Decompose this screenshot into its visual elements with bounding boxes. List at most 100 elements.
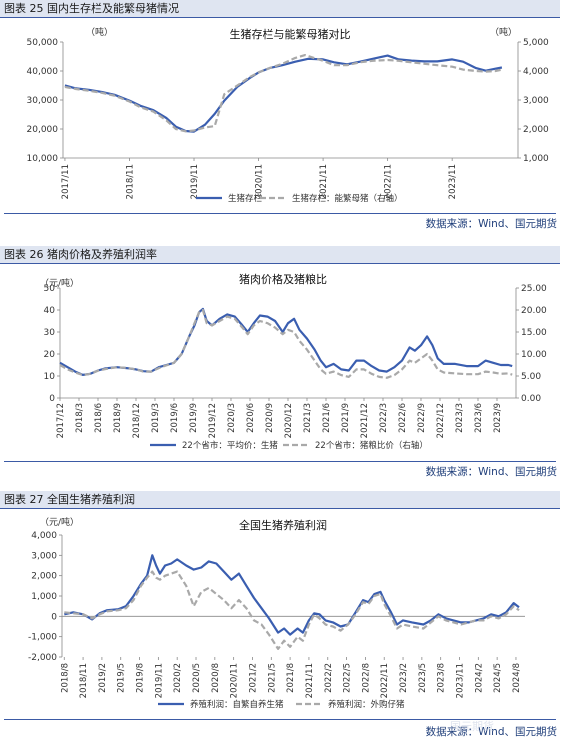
y-tick-label: 30,000 — [27, 96, 59, 106]
x-tick-label: 2021/11 — [305, 663, 315, 698]
y-tick-label: 20 — [44, 350, 56, 360]
x-tick-label: 2023/2 — [399, 663, 409, 693]
figure-27-label: 图表 27 全国生猪养殖利润 — [4, 493, 135, 506]
x-tick-label: 2018/11 — [79, 663, 89, 698]
x-tick-label: 2017/12 — [56, 403, 66, 438]
x-tick-label: 2018/8 — [60, 663, 70, 693]
y-tick-label: 4,000 — [31, 531, 57, 541]
y-tick-label-right: 0.00 — [521, 394, 541, 404]
y-tick-label-right: 4,000 — [523, 67, 549, 77]
y-tick-label: 50,000 — [27, 38, 59, 48]
y-tick-label: 10,000 — [27, 154, 59, 164]
series-line-solid — [64, 54, 503, 133]
y-tick-label-right: 10.00 — [521, 350, 547, 360]
x-tick-label: 2023/11 — [456, 663, 466, 698]
figure-25-label: 图表 25 国内生存栏及能繁母猪情况 — [4, 2, 179, 15]
x-tick-label: 2023/11 — [448, 164, 458, 199]
figure-26-label: 图表 26 猪肉价格及养殖利润率 — [4, 248, 157, 261]
x-tick-label: 2023/5 — [418, 663, 428, 693]
x-tick-label: 2020/11 — [230, 663, 240, 698]
x-tick-label: 2020/9 — [265, 403, 275, 433]
legend-label: 生猪存栏 — [228, 193, 263, 204]
y-tick-label: 10 — [44, 372, 56, 382]
y-tick-label: 0 — [51, 612, 57, 622]
x-tick-label: 2020/12 — [284, 403, 294, 438]
y-tick-label: 50 — [44, 284, 56, 294]
series-line-dashed — [59, 308, 513, 379]
legend-label: 养殖利润：外购仔猪 — [328, 699, 405, 710]
figure-26-rule — [4, 461, 556, 462]
x-tick-label: 2023/3 — [455, 403, 465, 433]
x-tick-label: 2020/5 — [192, 663, 202, 693]
x-tick-label: 2023/6 — [474, 403, 484, 433]
figure-26-source: 数据来源：Wind、国元期货 — [425, 466, 557, 478]
chart-title: 全国生猪养殖利润 — [239, 518, 327, 532]
figure-27-source: 数据来源：Wind、国元期货 — [425, 726, 557, 738]
y-axis-label-left: （元/吨） — [40, 277, 79, 289]
x-tick-label: 2021/6 — [322, 403, 332, 433]
x-tick-label: 2022/11 — [384, 164, 394, 199]
x-tick-label: 2021/8 — [286, 663, 296, 693]
x-tick-label: 2017/11 — [61, 164, 71, 199]
series-line-dashed — [64, 570, 520, 650]
x-tick-label: 2019/3 — [151, 403, 161, 433]
legend-label: 22个省市：平均价：生猪 — [182, 440, 278, 451]
x-tick-label: 2018/6 — [94, 403, 104, 433]
x-tick-label: 2022/3 — [379, 403, 389, 433]
stock-vs-sows-chart: 生猪存栏与能繁母猪对比 （吨） （吨） 10,000 20,000 30,000 40,00… — [27, 26, 550, 204]
y-axis-label-left: （吨） — [86, 26, 113, 38]
legend-label: 养殖利润：自繁自养生猪 — [190, 699, 284, 710]
y-tick-label: 3,000 — [31, 551, 57, 561]
x-tick-label: 2022/2 — [324, 663, 334, 693]
y-tick-label-right: 2,000 — [523, 125, 549, 135]
x-tick-label: 2019/11 — [190, 164, 200, 199]
x-tick-label: 2018/11 — [125, 164, 135, 199]
x-tick-label: 2019/2 — [98, 663, 108, 693]
x-tick-label: 2020/3 — [227, 403, 237, 433]
y-axis-label-right: （吨） — [490, 26, 517, 38]
x-tick-label: 2019/5 — [117, 663, 127, 693]
y-tick-label-right: 15.00 — [521, 328, 547, 338]
x-tick-label: 2021/11 — [319, 164, 329, 199]
y-tick-label: -1,000 — [28, 633, 57, 643]
figure-25-rule — [4, 213, 556, 214]
x-tick-label: 2021/12 — [360, 403, 370, 438]
y-tick-label-right: 3,000 — [523, 96, 549, 106]
y-tick-label: 40 — [44, 306, 56, 316]
y-tick-label: 20,000 — [27, 125, 59, 135]
legend-label: 生猪存栏：能繁母猪（右轴） — [292, 193, 403, 204]
x-tick-label: 2022/9 — [417, 403, 427, 433]
x-tick-label: 2021/3 — [303, 403, 313, 433]
legend-label: 22个省市：猪粮比价（右轴） — [315, 440, 428, 451]
x-tick-label: 2019/11 — [154, 663, 164, 698]
breeding-profit-chart: 全国生猪养殖利润 （元/吨） -2,000 -1,000 0 1,000 2,000 3,00… — [28, 516, 525, 710]
chart-title: 生猪存栏与能繁母猪对比 — [230, 27, 351, 41]
figure-26-header: 图表 26 猪肉价格及养殖利润率 — [0, 246, 560, 264]
x-tick-label: 2021/2 — [248, 663, 258, 693]
x-tick-label: 2022/6 — [398, 403, 408, 433]
y-tick-label-right: 5.00 — [521, 372, 541, 382]
x-tick-label: 2022/5 — [343, 663, 353, 693]
chart-title: 猪肉价格及猪粮比 — [239, 272, 327, 286]
x-tick-label: 2024/8 — [512, 663, 522, 693]
y-tick-label: 0 — [49, 394, 55, 404]
y-tick-label-right: 25.00 — [521, 284, 547, 294]
series-line-solid — [59, 307, 513, 376]
y-tick-label: 1,000 — [31, 592, 57, 602]
figure-25-source: 数据来源：Wind、国元期货 — [425, 218, 557, 230]
x-tick-label: 2020/6 — [246, 403, 256, 433]
x-tick-label: 2018/12 — [132, 403, 142, 438]
y-tick-label-right: 1,000 — [523, 154, 549, 164]
y-tick-label-right: 5,000 — [523, 38, 549, 48]
y-axis-label-left: （元/吨） — [40, 516, 79, 528]
y-tick-label: 30 — [44, 328, 56, 338]
x-tick-label: 2019/9 — [189, 403, 199, 433]
x-tick-label: 2018/9 — [113, 403, 123, 433]
x-tick-label: 2021/9 — [341, 403, 351, 433]
x-tick-label: 2023/8 — [437, 663, 447, 693]
series-line-solid — [64, 554, 520, 636]
watermark: 国元期货 — [450, 720, 494, 733]
x-tick-label: 2023/9 — [493, 403, 503, 433]
figure-25-header: 图表 25 国内生存栏及能繁母猪情况 — [0, 0, 560, 18]
figure-27-header: 图表 27 全国生猪养殖利润 — [0, 491, 560, 509]
